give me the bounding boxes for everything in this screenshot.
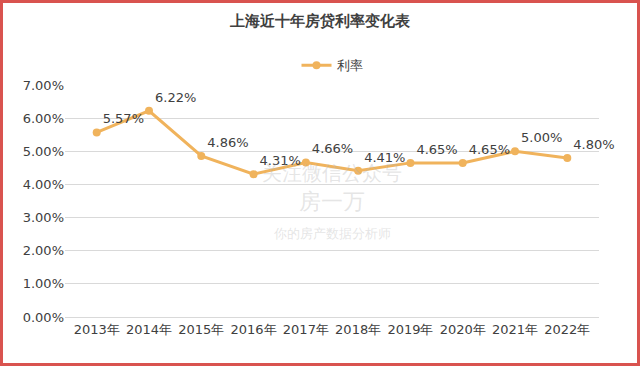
svg-text:2021年: 2021年 <box>492 322 538 337</box>
svg-text:5.57%: 5.57% <box>103 111 144 126</box>
svg-text:4.65%: 4.65% <box>469 142 510 157</box>
svg-text:4.65%: 4.65% <box>416 142 457 157</box>
svg-text:2016年: 2016年 <box>231 322 277 337</box>
svg-text:2018年: 2018年 <box>335 322 381 337</box>
svg-text:6.22%: 6.22% <box>155 90 196 105</box>
svg-text:5.00%: 5.00% <box>23 144 64 159</box>
svg-text:4.00%: 4.00% <box>23 177 64 192</box>
svg-text:利率: 利率 <box>337 58 363 73</box>
svg-text:2014年: 2014年 <box>126 322 172 337</box>
svg-text:0.00%: 0.00% <box>23 310 64 325</box>
svg-text:上海近十年房贷利率变化表: 上海近十年房贷利率变化表 <box>229 12 411 30</box>
svg-text:2.00%: 2.00% <box>23 243 64 258</box>
svg-text:4.80%: 4.80% <box>573 137 614 152</box>
svg-text:4.31%: 4.31% <box>260 153 301 168</box>
svg-text:7.00%: 7.00% <box>23 78 64 93</box>
svg-text:4.66%: 4.66% <box>312 141 353 156</box>
svg-text:2017年: 2017年 <box>283 322 329 337</box>
svg-text:2015年: 2015年 <box>178 322 224 337</box>
svg-text:房一万: 房一万 <box>299 189 365 214</box>
svg-text:关注微信公众号: 关注微信公众号 <box>262 161 402 185</box>
svg-text:2013年: 2013年 <box>74 322 120 337</box>
svg-text:2020年: 2020年 <box>440 322 486 337</box>
svg-text:6.00%: 6.00% <box>23 111 64 126</box>
svg-text:2022年: 2022年 <box>544 322 590 337</box>
svg-text:4.86%: 4.86% <box>207 135 248 150</box>
svg-text:3.00%: 3.00% <box>23 210 64 225</box>
svg-text:1.00%: 1.00% <box>23 276 64 291</box>
svg-text:你的房产数据分析师: 你的房产数据分析师 <box>273 226 391 241</box>
svg-text:4.41%: 4.41% <box>364 150 405 165</box>
svg-text:2019年: 2019年 <box>387 322 433 337</box>
svg-text:5.00%: 5.00% <box>521 130 562 145</box>
